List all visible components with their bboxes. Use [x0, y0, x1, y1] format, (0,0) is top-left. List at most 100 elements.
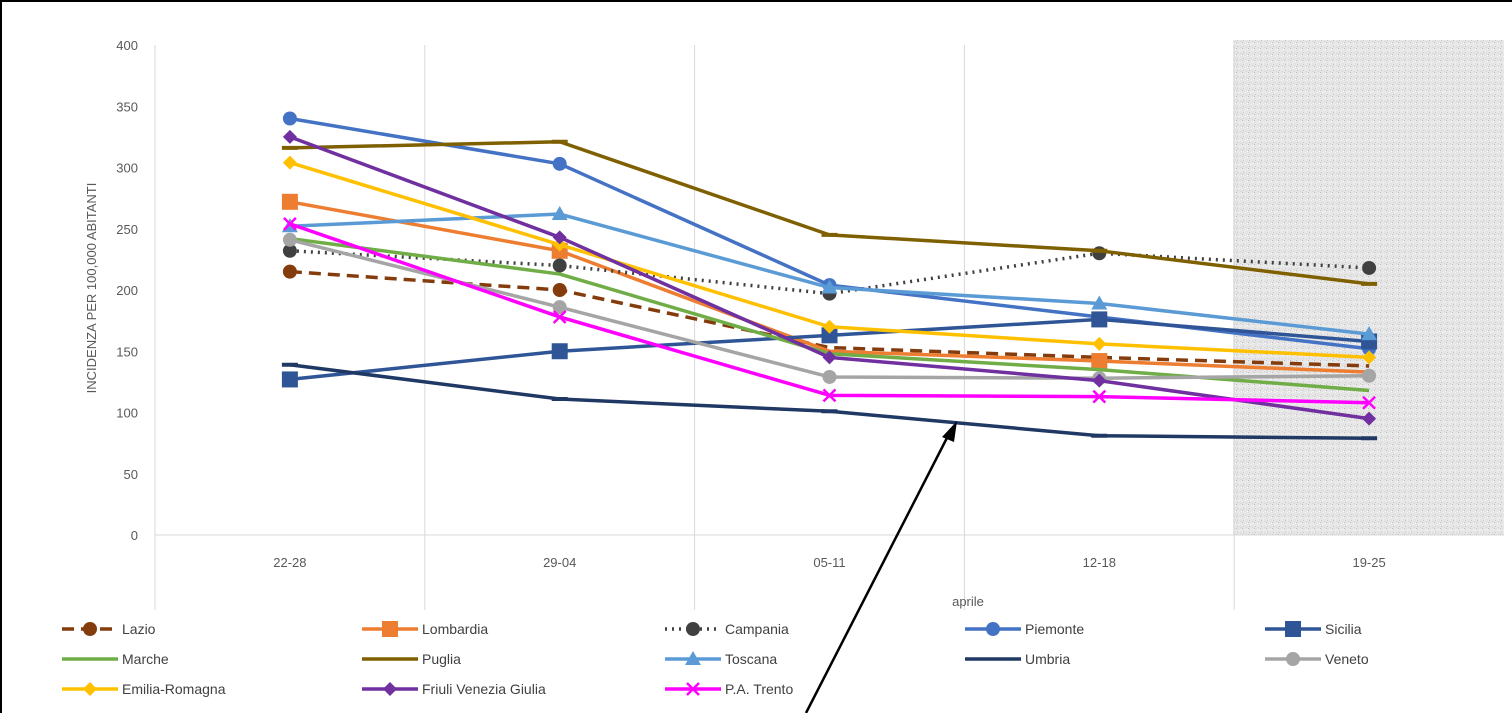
data-point — [283, 216, 297, 231]
legend-item: Piemonte — [963, 618, 1084, 640]
data-point — [551, 206, 568, 221]
x-tick-label: 29-04 — [543, 555, 576, 570]
legend-label: Campania — [725, 621, 789, 637]
legend-item: Puglia — [360, 648, 461, 670]
legend-marker — [686, 682, 700, 696]
data-point — [552, 156, 567, 171]
y-axis-title: INCIDENZA PER 100,000 ABITANTI — [84, 183, 99, 394]
legend-label: Umbria — [1025, 651, 1071, 667]
legend-swatch — [665, 682, 721, 696]
legend-swatch — [362, 657, 418, 661]
legend-item: Marche — [60, 648, 169, 670]
legend-swatch — [62, 622, 118, 636]
data-point — [282, 243, 297, 258]
data-point — [821, 279, 838, 294]
data-point — [1091, 353, 1108, 370]
legend-item: Friuli Venezia Giulia — [360, 678, 546, 700]
y-tick-label: 250 — [116, 222, 138, 237]
data-point — [552, 300, 567, 315]
y-tick-label: 400 — [116, 38, 138, 53]
legend-marker — [83, 622, 97, 636]
data-point — [282, 264, 297, 279]
legend-label: Piemonte — [1025, 621, 1085, 637]
data-point — [281, 371, 298, 388]
data-point — [1362, 260, 1377, 275]
data-point — [552, 310, 567, 324]
y-tick-label: 150 — [116, 344, 138, 359]
data-point — [821, 327, 838, 344]
legend-label: Marche — [122, 651, 169, 667]
legend-swatch — [1265, 652, 1321, 666]
data-point — [822, 319, 837, 334]
legend-label: Friuli Venezia Giulia — [422, 681, 546, 697]
data-point — [1092, 389, 1107, 404]
data-point — [282, 232, 297, 247]
data-point — [1091, 311, 1108, 328]
legend-swatch — [965, 622, 1021, 636]
y-tick-label: 0 — [131, 528, 138, 543]
legend-item: Campania — [663, 618, 789, 640]
series-puglia — [281, 139, 1378, 286]
legend-swatch — [965, 657, 1021, 661]
data-point — [551, 343, 568, 360]
legend-item: Toscana — [663, 648, 777, 670]
legend-label: Sicilia — [1325, 621, 1362, 637]
legend-item: Sicilia — [1263, 618, 1362, 640]
data-point — [282, 111, 297, 126]
data-point — [1362, 395, 1376, 410]
legend-label: Lombardia — [422, 621, 489, 637]
legend-swatch — [665, 651, 721, 665]
x-axis-title: aprile — [952, 594, 984, 609]
data-point — [1092, 336, 1107, 351]
legend-label: Veneto — [1325, 651, 1369, 667]
legend-label: P.A. Trento — [725, 681, 794, 697]
legend-swatch — [62, 682, 118, 696]
data-point — [552, 230, 567, 245]
legend-swatch — [362, 621, 418, 637]
arrow-annotation — [804, 421, 957, 713]
series-emilia-romagna — [282, 155, 1377, 365]
legend-swatch — [62, 657, 118, 661]
legend-swatch — [665, 622, 721, 636]
data-point — [1091, 295, 1108, 310]
data-point — [1092, 246, 1107, 261]
data-point — [282, 155, 297, 170]
data-point — [822, 350, 837, 365]
legend-marker — [685, 651, 701, 665]
legend-item: Umbria — [963, 648, 1070, 670]
data-point — [282, 129, 297, 144]
legend-marker — [686, 622, 700, 636]
y-tick-label: 300 — [116, 161, 138, 176]
legend-label: Emilia-Romagna — [122, 681, 226, 697]
series-p-a-trento — [283, 216, 1376, 410]
shaded-region — [1233, 40, 1504, 535]
data-point — [1362, 368, 1377, 383]
legend-marker — [1286, 652, 1300, 666]
data-point — [1362, 411, 1377, 426]
data-point — [552, 283, 567, 297]
data-point — [552, 237, 567, 252]
legend-marker — [83, 682, 97, 696]
series-friuli-venezia-giulia — [282, 129, 1377, 426]
y-tick-label: 350 — [116, 99, 138, 114]
data-point — [281, 193, 298, 210]
legend-label: Puglia — [422, 651, 461, 667]
legend-item: Lombardia — [360, 618, 488, 640]
data-point — [1361, 326, 1378, 341]
x-tick-label: 05-11 — [813, 555, 845, 570]
legend-item: Veneto — [1263, 648, 1369, 670]
legend-item: P.A. Trento — [663, 678, 793, 700]
series-campania — [282, 243, 1377, 301]
legend-swatch — [362, 682, 418, 696]
series-line — [289, 249, 1370, 296]
x-tick-label: 19-25 — [1352, 555, 1385, 570]
legend-marker — [382, 621, 398, 637]
legend-marker — [383, 682, 397, 696]
data-point — [1362, 350, 1377, 365]
legend-swatch — [1265, 621, 1321, 637]
legend-label: Lazio — [122, 621, 156, 637]
legend-marker — [986, 622, 1000, 636]
data-point — [1092, 373, 1107, 388]
x-tick-label: 12-18 — [1083, 555, 1116, 570]
